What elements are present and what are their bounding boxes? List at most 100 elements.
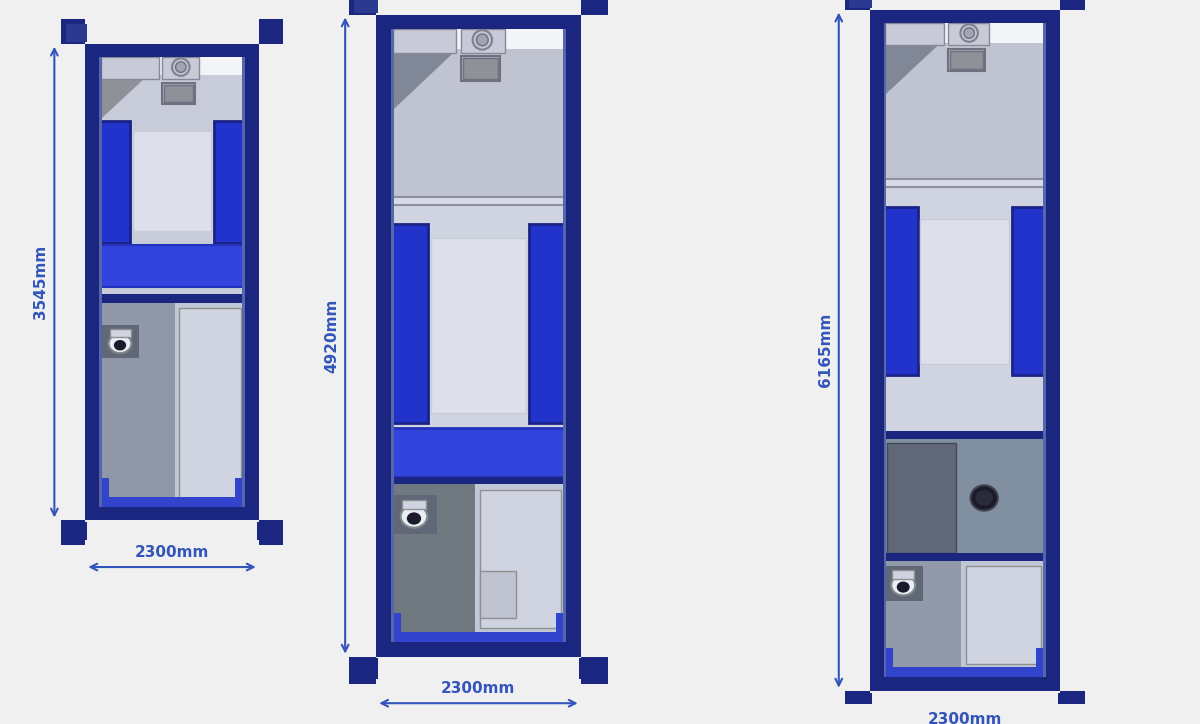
Bar bbox=[529, 224, 566, 423]
Bar bbox=[463, 59, 498, 79]
Bar bbox=[100, 478, 109, 497]
Bar bbox=[461, 29, 505, 53]
Polygon shape bbox=[850, 693, 872, 711]
Text: 2300mm: 2300mm bbox=[134, 545, 209, 560]
Bar bbox=[391, 29, 394, 642]
Bar bbox=[883, 23, 1046, 43]
Bar bbox=[883, 668, 1046, 677]
Bar bbox=[966, 566, 1042, 665]
Bar bbox=[100, 245, 245, 287]
Bar bbox=[391, 29, 566, 49]
Text: 2300mm: 2300mm bbox=[442, 681, 516, 696]
Bar bbox=[102, 324, 139, 358]
Polygon shape bbox=[581, 657, 607, 683]
Bar bbox=[883, 179, 1046, 187]
Bar bbox=[557, 613, 566, 632]
Bar bbox=[391, 632, 566, 642]
Bar bbox=[235, 478, 245, 497]
Polygon shape bbox=[845, 0, 870, 9]
Bar bbox=[886, 23, 944, 45]
Bar bbox=[391, 476, 566, 484]
Polygon shape bbox=[259, 521, 283, 544]
Bar bbox=[431, 238, 526, 413]
Text: 2300mm: 2300mm bbox=[928, 712, 1002, 724]
Bar bbox=[100, 57, 245, 298]
Polygon shape bbox=[349, 0, 377, 14]
Bar bbox=[100, 303, 245, 507]
Bar bbox=[162, 57, 199, 79]
Bar bbox=[883, 23, 1046, 188]
Bar bbox=[883, 439, 1046, 557]
Bar bbox=[392, 29, 456, 53]
Bar bbox=[85, 43, 259, 57]
Polygon shape bbox=[354, 658, 378, 679]
Bar bbox=[162, 83, 196, 104]
Bar bbox=[480, 571, 516, 618]
Bar bbox=[1012, 206, 1046, 375]
Bar bbox=[164, 85, 193, 102]
Bar bbox=[391, 224, 428, 423]
Polygon shape bbox=[850, 0, 872, 8]
Bar bbox=[920, 219, 1009, 364]
Bar bbox=[892, 571, 914, 578]
Polygon shape bbox=[581, 0, 607, 14]
Bar bbox=[949, 51, 983, 69]
Ellipse shape bbox=[971, 485, 998, 510]
Bar bbox=[377, 14, 581, 29]
Polygon shape bbox=[845, 691, 870, 716]
Ellipse shape bbox=[401, 505, 427, 528]
Bar bbox=[391, 29, 566, 202]
Bar bbox=[870, 9, 1060, 691]
Polygon shape bbox=[61, 20, 85, 43]
Bar bbox=[245, 43, 259, 521]
Ellipse shape bbox=[407, 513, 421, 525]
Bar bbox=[391, 428, 566, 476]
Text: 4920mm: 4920mm bbox=[324, 298, 340, 373]
Bar bbox=[888, 442, 955, 553]
Bar bbox=[461, 56, 500, 81]
Polygon shape bbox=[61, 521, 85, 544]
Bar bbox=[883, 431, 1046, 439]
Bar bbox=[100, 294, 245, 303]
Bar bbox=[884, 565, 923, 601]
Bar bbox=[85, 43, 259, 521]
Bar bbox=[480, 490, 562, 628]
Bar bbox=[948, 49, 985, 71]
Text: 3545mm: 3545mm bbox=[34, 245, 48, 319]
Polygon shape bbox=[1057, 693, 1080, 711]
Bar bbox=[109, 329, 131, 337]
Bar bbox=[100, 57, 245, 75]
Polygon shape bbox=[1060, 0, 1085, 9]
Polygon shape bbox=[66, 522, 88, 540]
Polygon shape bbox=[257, 522, 278, 540]
Bar bbox=[883, 553, 1046, 561]
Bar bbox=[100, 497, 245, 507]
Polygon shape bbox=[354, 0, 378, 12]
Bar bbox=[1046, 9, 1060, 691]
Ellipse shape bbox=[473, 30, 492, 50]
Bar bbox=[377, 14, 391, 657]
Bar bbox=[883, 23, 887, 677]
Bar bbox=[242, 57, 245, 507]
Bar bbox=[1043, 23, 1046, 677]
Bar bbox=[391, 484, 566, 642]
Bar bbox=[179, 308, 241, 502]
Bar bbox=[883, 648, 893, 668]
Bar bbox=[100, 303, 175, 507]
Bar bbox=[85, 43, 100, 521]
Ellipse shape bbox=[896, 581, 910, 593]
Bar bbox=[883, 561, 961, 677]
Bar bbox=[85, 507, 259, 521]
Ellipse shape bbox=[964, 28, 974, 38]
Ellipse shape bbox=[976, 490, 992, 506]
Bar bbox=[870, 677, 1060, 691]
Bar bbox=[566, 14, 581, 657]
Ellipse shape bbox=[172, 59, 190, 76]
Ellipse shape bbox=[476, 34, 488, 46]
Ellipse shape bbox=[892, 575, 916, 595]
Bar bbox=[101, 57, 160, 79]
Bar bbox=[870, 9, 1060, 23]
Bar bbox=[214, 121, 245, 243]
Bar bbox=[1037, 648, 1046, 668]
Bar bbox=[391, 198, 566, 205]
